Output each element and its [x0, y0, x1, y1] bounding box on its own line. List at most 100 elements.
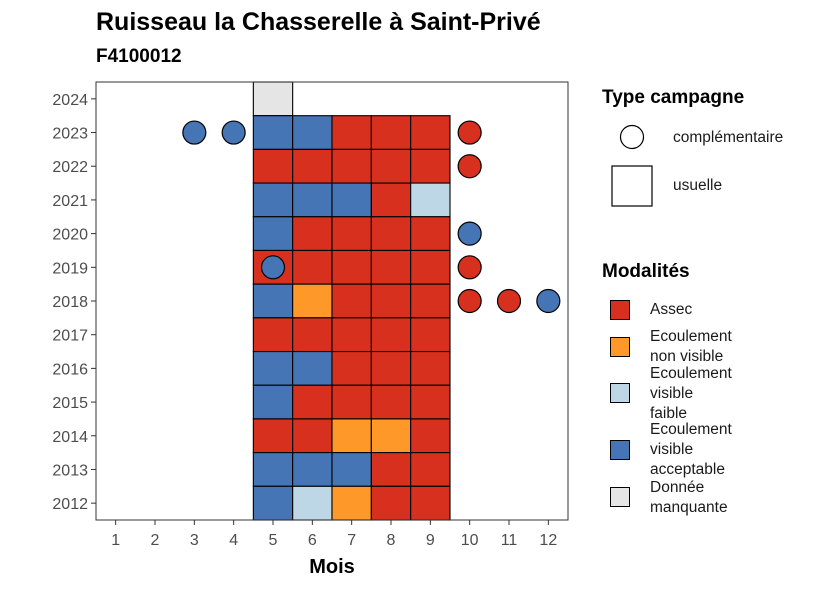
cell-2013-9 [410, 452, 451, 487]
legend-label-line: non visible [650, 348, 724, 365]
legend-label-line: Ecoulement [650, 365, 732, 382]
y-tick-label-2014: 2014 [52, 429, 88, 446]
cell-2022-7 [331, 148, 372, 184]
cell-2022-6 [292, 148, 333, 184]
cell-2022-8 [370, 148, 412, 184]
cell-2015-8 [370, 384, 412, 420]
cell-2021-5 [252, 182, 294, 218]
point-2018-11 [496, 288, 522, 314]
legend-key-assec [610, 300, 630, 320]
cell-2015-6 [292, 384, 333, 420]
legend-label-line: visible [650, 441, 694, 458]
legend-key-ecoulement-visible-acceptable [610, 440, 630, 460]
x-axis: 1 2 3 4 5 6 7 8 9 10 11 12 [111, 520, 557, 549]
y-tick-label-2015: 2015 [52, 395, 88, 412]
point-2022-10 [457, 154, 482, 179]
cell-2021-6 [292, 182, 333, 218]
cell-2017-8 [370, 317, 412, 353]
cell-2020-8 [370, 216, 412, 252]
cell-2013-5 [252, 452, 294, 487]
cell-2020-6 [292, 216, 333, 252]
legend-label-line: Donnée [650, 479, 705, 496]
legend-label-line: acceptable [650, 461, 725, 478]
cell-2014-7 [331, 418, 372, 454]
cell-2013-6 [292, 452, 333, 487]
legend-label-ecoulement-visible-faible: Ecoulement visible faible [650, 364, 732, 424]
cell-2014-5 [252, 418, 294, 454]
cell-2019-9 [410, 249, 451, 285]
points-layer [182, 120, 561, 314]
legend-label-line: Ecoulement [650, 328, 732, 345]
point-2019-5 [260, 255, 286, 280]
x-tick-label-4: 4 [229, 532, 238, 549]
x-tick-label-1: 1 [111, 532, 120, 549]
y-tick-label-2021: 2021 [52, 193, 88, 210]
cell-2017-7 [331, 317, 372, 353]
cell-2020-9 [410, 216, 451, 252]
cell-2016-5 [252, 350, 294, 386]
cell-2012-7 [331, 485, 372, 521]
y-tick-label-2019: 2019 [52, 260, 88, 277]
cells-layer [252, 81, 451, 521]
cell-2017-6 [292, 317, 333, 353]
cell-2019-7 [331, 249, 372, 285]
point-2018-12 [536, 288, 561, 314]
y-tick-label-2024: 2024 [52, 92, 88, 109]
cell-2020-5 [252, 216, 294, 252]
point-2018-10 [457, 288, 482, 314]
point-2019-10 [457, 255, 482, 280]
legend-modalites-title: Modalités [602, 261, 690, 282]
cell-2021-7 [331, 182, 372, 218]
y-tick-label-2020: 2020 [52, 227, 88, 244]
cell-2022-9 [410, 148, 451, 184]
point-2020-10 [457, 221, 482, 246]
cell-2018-9 [410, 283, 451, 319]
cell-2016-7 [331, 350, 372, 386]
cell-2024-5 [252, 81, 294, 117]
cell-2023-9 [410, 115, 451, 150]
x-tick-label-3: 3 [190, 532, 199, 549]
legend-label-line: Ecoulement [650, 421, 732, 438]
cell-2019-6 [292, 249, 333, 285]
legend-label-complementaire: complémentaire [673, 129, 784, 146]
legend-label-assec: Assec [650, 300, 692, 320]
x-axis-label: Mois [309, 556, 355, 578]
cell-2017-5 [252, 317, 294, 353]
legend-label-donnee-manquante: Donnée manquante [650, 478, 728, 518]
x-tick-label-11: 11 [501, 532, 518, 549]
point-2023-3 [182, 120, 207, 145]
y-tick-label-2018: 2018 [52, 294, 88, 311]
cell-2023-5 [252, 115, 294, 150]
y-tick-label-2023: 2023 [52, 126, 88, 143]
legend-key-ecoulement-visible-faible [610, 383, 630, 403]
x-tick-label-2: 2 [151, 532, 160, 549]
cell-2014-8 [370, 418, 412, 454]
cell-2014-6 [292, 418, 333, 454]
cell-2016-6 [292, 350, 333, 386]
cell-2018-5 [252, 283, 294, 319]
legend-key-complementaire [619, 124, 645, 150]
cell-2012-5 [252, 485, 294, 521]
y-tick-label-2013: 2013 [52, 462, 88, 479]
cell-2021-8 [370, 182, 412, 218]
cell-2021-9 [410, 182, 451, 218]
cell-2012-6 [292, 485, 333, 521]
cell-2019-8 [370, 249, 412, 285]
cell-2016-9 [410, 350, 451, 386]
legend-label-line: visible [650, 385, 694, 402]
x-tick-label-7: 7 [347, 532, 356, 549]
y-tick-label-2022: 2022 [52, 159, 88, 176]
cell-2016-8 [370, 350, 412, 386]
legend-type-keys [611, 124, 653, 207]
cell-2015-7 [331, 384, 372, 420]
x-tick-label-12: 12 [539, 532, 557, 549]
x-tick-label-10: 10 [461, 532, 479, 549]
cell-2014-9 [410, 418, 451, 454]
legend-key-usuelle [611, 165, 653, 207]
legend-type-title: Type campagne [602, 87, 745, 108]
legend-label-line: Assec [650, 301, 693, 318]
cell-2012-8 [370, 485, 412, 521]
cell-2023-7 [331, 115, 372, 150]
x-tick-label-6: 6 [308, 532, 317, 549]
x-tick-label-8: 8 [387, 532, 396, 549]
